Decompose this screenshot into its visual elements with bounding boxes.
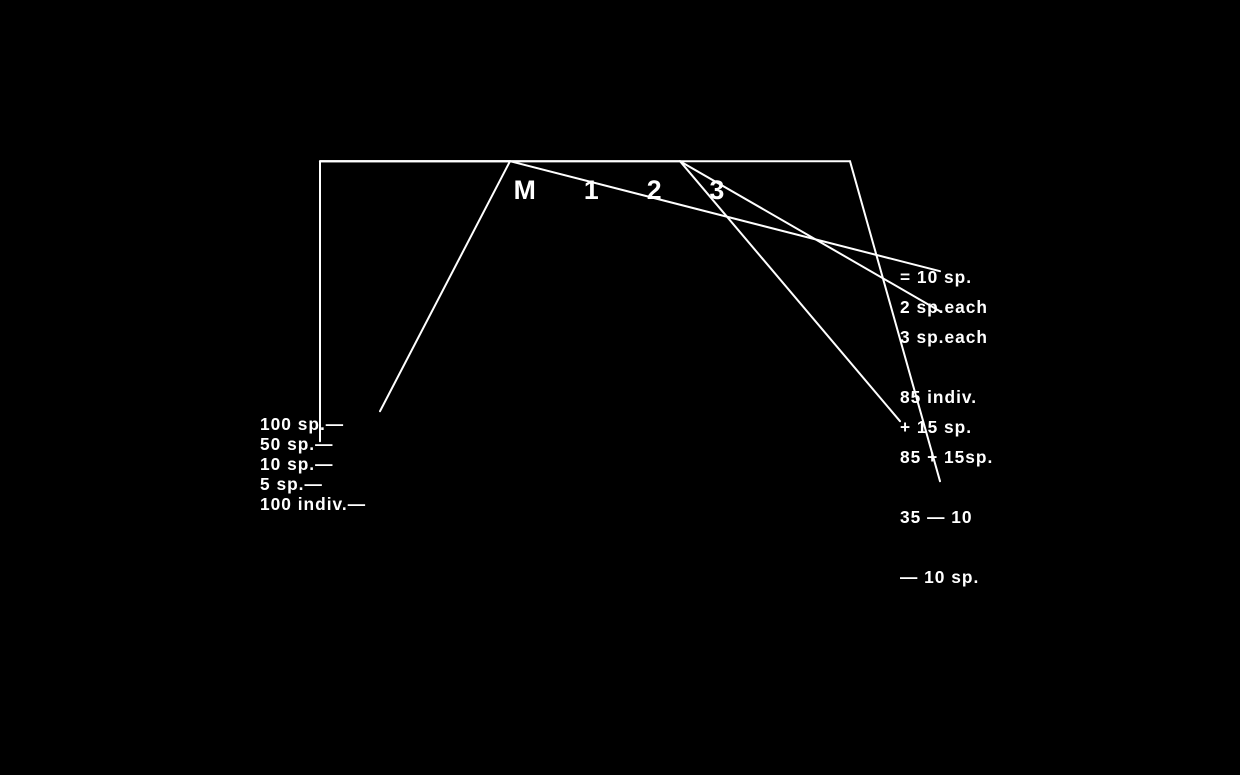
right-leaf-1: 2 sp.each bbox=[900, 298, 993, 328]
right-leaf-2: 3 sp.each bbox=[900, 328, 993, 358]
right-leaf-8: 35 — 10 bbox=[900, 508, 993, 538]
right-leaf-9 bbox=[900, 538, 993, 568]
left-leaf-3: 5 sp.— bbox=[260, 475, 366, 495]
right-leaf-5: + 15 sp. bbox=[900, 418, 993, 448]
left-leaf-4: 100 indiv.— bbox=[260, 495, 366, 515]
concept-map-stage: M 1 2 3 100 sp.—50 sp.—10 sp.—5 sp.—100 … bbox=[0, 0, 1240, 775]
left-leaf-block: 100 sp.—50 sp.—10 sp.—5 sp.—100 indiv.— bbox=[260, 415, 366, 515]
right-leaf-0: = 10 sp. bbox=[900, 268, 993, 298]
right-leaf-3 bbox=[900, 358, 993, 388]
right-leaf-6: 85 + 15sp. bbox=[900, 448, 993, 478]
right-leaf-7 bbox=[900, 478, 993, 508]
left-leaf-2: 10 sp.— bbox=[260, 455, 366, 475]
right-leaf-block: = 10 sp.2 sp.each3 sp.each 85 indiv.+ 15… bbox=[900, 268, 993, 598]
right-leaf-10: — 10 sp. bbox=[900, 568, 993, 598]
right-leaf-4: 85 indiv. bbox=[900, 388, 993, 418]
left-leaf-1: 50 sp.— bbox=[260, 435, 366, 455]
left-leaf-0: 100 sp.— bbox=[260, 415, 366, 435]
